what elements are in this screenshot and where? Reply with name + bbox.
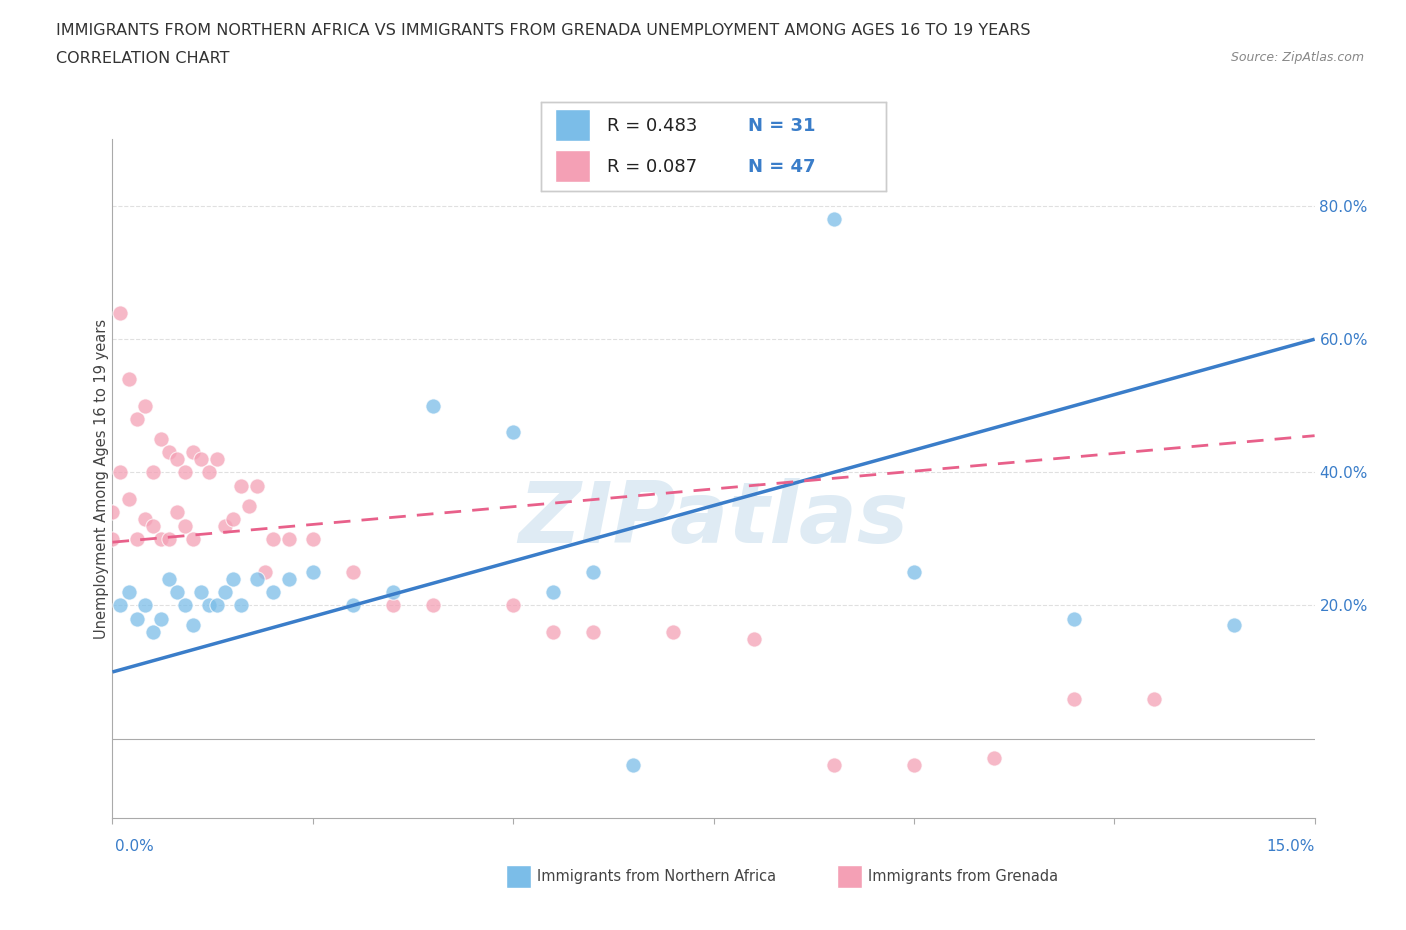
- Point: [983, 751, 1005, 766]
- Point: [823, 758, 845, 773]
- Point: [582, 565, 605, 579]
- Point: [166, 585, 188, 600]
- Point: [1143, 691, 1166, 706]
- Point: [253, 565, 276, 579]
- Text: CORRELATION CHART: CORRELATION CHART: [56, 51, 229, 66]
- Point: [229, 598, 252, 613]
- Point: [190, 585, 212, 600]
- Text: Immigrants from Grenada: Immigrants from Grenada: [868, 869, 1057, 884]
- Point: [342, 598, 364, 613]
- Point: [262, 531, 284, 546]
- Point: [277, 531, 299, 546]
- Text: Immigrants from Northern Africa: Immigrants from Northern Africa: [537, 869, 776, 884]
- Text: 0.0%: 0.0%: [115, 839, 155, 854]
- Point: [117, 491, 139, 506]
- Point: [382, 585, 405, 600]
- Point: [543, 625, 565, 640]
- Point: [214, 585, 236, 600]
- Point: [110, 465, 132, 480]
- Y-axis label: Unemployment Among Ages 16 to 19 years: Unemployment Among Ages 16 to 19 years: [94, 319, 108, 639]
- Point: [277, 571, 299, 586]
- Point: [246, 571, 269, 586]
- Point: [382, 598, 405, 613]
- Point: [903, 565, 925, 579]
- Point: [197, 598, 219, 613]
- Point: [173, 465, 195, 480]
- Text: N = 47: N = 47: [748, 158, 815, 176]
- Point: [903, 758, 925, 773]
- Point: [1063, 611, 1085, 626]
- Point: [141, 465, 163, 480]
- Point: [422, 598, 444, 613]
- Point: [134, 598, 156, 613]
- Point: [101, 531, 124, 546]
- Text: R = 0.087: R = 0.087: [607, 158, 697, 176]
- Text: R = 0.483: R = 0.483: [607, 117, 697, 135]
- Point: [181, 618, 204, 632]
- Point: [205, 452, 228, 467]
- Point: [262, 585, 284, 600]
- Text: ZIPatlas: ZIPatlas: [519, 478, 908, 561]
- Point: [205, 598, 228, 613]
- Point: [125, 611, 148, 626]
- Point: [117, 372, 139, 387]
- Point: [302, 531, 325, 546]
- Point: [197, 465, 219, 480]
- Bar: [555, 150, 589, 182]
- Point: [125, 531, 148, 546]
- Point: [1063, 691, 1085, 706]
- Point: [823, 212, 845, 227]
- Point: [229, 478, 252, 493]
- Point: [1223, 618, 1246, 632]
- Point: [502, 425, 524, 440]
- Point: [110, 305, 132, 320]
- Point: [157, 571, 180, 586]
- Point: [302, 565, 325, 579]
- Text: IMMIGRANTS FROM NORTHERN AFRICA VS IMMIGRANTS FROM GRENADA UNEMPLOYMENT AMONG AG: IMMIGRANTS FROM NORTHERN AFRICA VS IMMIG…: [56, 23, 1031, 38]
- Point: [621, 758, 644, 773]
- Point: [342, 565, 364, 579]
- Point: [117, 585, 139, 600]
- Point: [222, 571, 245, 586]
- Point: [190, 452, 212, 467]
- Point: [141, 518, 163, 533]
- Point: [149, 611, 172, 626]
- Point: [157, 531, 180, 546]
- Point: [502, 598, 524, 613]
- Point: [110, 598, 132, 613]
- Point: [173, 598, 195, 613]
- Point: [422, 398, 444, 413]
- Point: [222, 512, 245, 526]
- Bar: [555, 110, 589, 141]
- Point: [214, 518, 236, 533]
- Point: [173, 518, 195, 533]
- Point: [134, 398, 156, 413]
- Point: [141, 625, 163, 640]
- Point: [149, 432, 172, 446]
- Point: [166, 452, 188, 467]
- Text: N = 31: N = 31: [748, 117, 815, 135]
- Point: [181, 531, 204, 546]
- Point: [181, 445, 204, 459]
- Text: 15.0%: 15.0%: [1267, 839, 1315, 854]
- Point: [134, 512, 156, 526]
- Text: Source: ZipAtlas.com: Source: ZipAtlas.com: [1230, 51, 1364, 64]
- Point: [582, 625, 605, 640]
- Point: [166, 505, 188, 520]
- Point: [246, 478, 269, 493]
- Point: [662, 625, 685, 640]
- Point: [157, 445, 180, 459]
- Point: [238, 498, 260, 513]
- Point: [543, 585, 565, 600]
- Point: [742, 631, 765, 646]
- Point: [149, 531, 172, 546]
- Point: [101, 505, 124, 520]
- Point: [125, 412, 148, 427]
